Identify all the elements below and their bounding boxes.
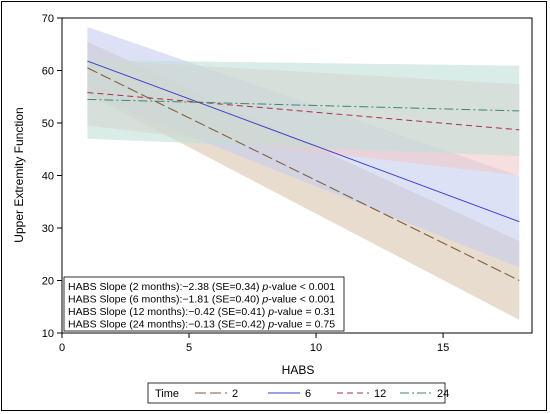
x-tick-label: 5 bbox=[186, 342, 192, 354]
legend-label-12: 12 bbox=[374, 388, 386, 400]
y-tick-label: 30 bbox=[42, 223, 54, 235]
ci-bands bbox=[87, 26, 520, 320]
y-tick-label: 40 bbox=[42, 171, 54, 183]
annotation-line: HABS Slope (24 months):−0.13 (SE=0.42) p… bbox=[68, 319, 335, 331]
x-tick-label: 0 bbox=[59, 342, 65, 354]
y-tick-label: 70 bbox=[42, 13, 54, 25]
series-line-2 bbox=[87, 67, 520, 281]
x-tick-label: 10 bbox=[310, 342, 322, 354]
y-tick-label: 10 bbox=[42, 328, 54, 340]
series-line-24 bbox=[87, 98, 520, 112]
y-axis-title: Upper Extremity Function bbox=[12, 107, 26, 242]
legend-label-2: 2 bbox=[232, 388, 238, 400]
legend-label-6: 6 bbox=[305, 388, 311, 400]
annotation-line: HABS Slope (2 months):−2.38 (SE=0.34) p-… bbox=[68, 281, 335, 293]
x-tick-label: 15 bbox=[437, 342, 449, 354]
series-line-12 bbox=[87, 92, 520, 131]
y-tick-label: 50 bbox=[42, 118, 54, 130]
x-axis: 0 5 10 15 bbox=[59, 333, 449, 354]
annotation-line: HABS Slope (12 months):−0.42 (SE=0.41) p… bbox=[68, 306, 335, 318]
legend-label-24: 24 bbox=[437, 388, 449, 400]
series-line-6 bbox=[87, 60, 520, 223]
legend: Time 2 6 12 24 bbox=[147, 382, 449, 404]
x-axis-title: HABS bbox=[282, 363, 315, 377]
y-axis: 10 20 30 40 50 60 70 bbox=[42, 13, 62, 340]
ci-band-24 bbox=[87, 60, 520, 157]
annotation-box: HABS Slope (2 months):−2.38 (SE=0.34) p-… bbox=[63, 276, 345, 332]
series-lines bbox=[87, 60, 520, 281]
y-tick-label: 60 bbox=[42, 66, 54, 78]
annotation-line: HABS Slope (6 months):−1.81 (SE=0.40) p-… bbox=[68, 294, 335, 306]
y-tick-label: 20 bbox=[42, 276, 54, 288]
legend-title: Time bbox=[155, 388, 179, 400]
